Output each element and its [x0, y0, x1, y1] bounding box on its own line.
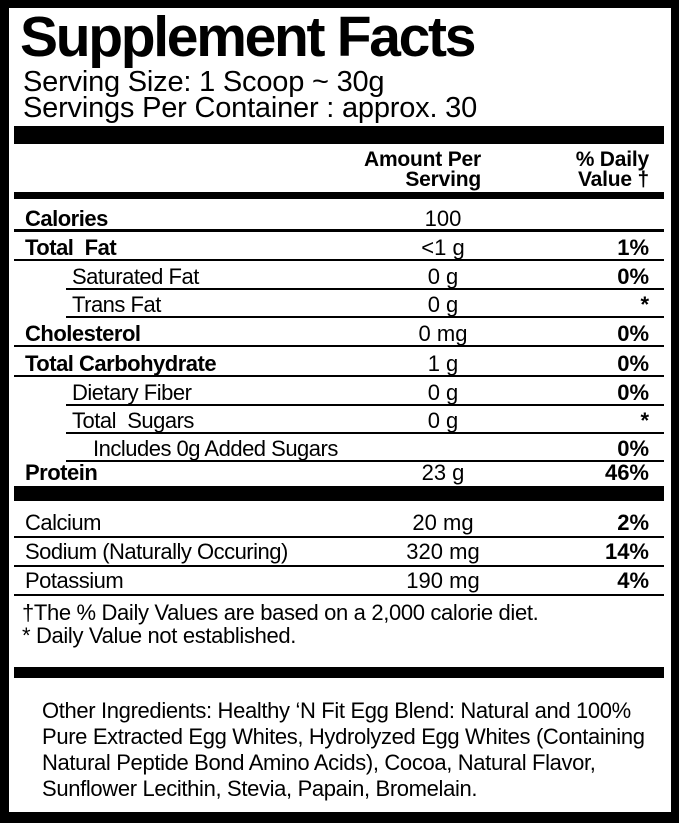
- nutrient-name: Protein: [25, 460, 98, 485]
- row-separator: [14, 259, 664, 261]
- row-separator: [66, 316, 664, 318]
- nutrient-name: Sodium (Naturally Occuring): [25, 539, 288, 564]
- nutrient-row: Protein 23 g 46%: [14, 460, 664, 486]
- nutrient-daily-value: 2%: [617, 510, 649, 535]
- footnote-line: †The % Daily Values are based on a 2,000…: [22, 600, 539, 625]
- nutrient-name: Trans Fat: [72, 292, 161, 317]
- mineral-rows: Calcium 20 mg 2% Sodium (Naturally Occuring…: [14, 501, 664, 596]
- divider-bar-header: [14, 192, 664, 199]
- nutrient-daily-value: 0%: [617, 321, 649, 346]
- footnote-line: * Daily Value not established.: [22, 623, 297, 648]
- nutrient-row: Trans Fat 0 g *: [14, 290, 664, 318]
- nutrient-daily-value: 14%: [604, 539, 649, 564]
- nutrient-daily-value: 0%: [617, 380, 649, 405]
- nutrient-rows: Calories 100 Total Fat <1 g 1% Saturated Fat 0…: [14, 199, 664, 486]
- divider-bar-ingredients: [14, 667, 664, 678]
- footnotes: †The % Daily Values are based on a 2,000…: [14, 596, 664, 647]
- nutrient-daily-value: 0%: [617, 351, 649, 376]
- other-ingredients: Other Ingredients: Healthy ‘N Fit Egg Bl…: [42, 698, 645, 801]
- divider-bar-protein: [14, 486, 664, 501]
- row-separator: [66, 432, 664, 434]
- nutrient-daily-value: 46%: [604, 460, 649, 485]
- nutrient-row: Dietary Fiber 0 g 0%: [14, 377, 664, 406]
- serving-size: Serving Size: 1 Scoop ~ 30g: [23, 66, 385, 98]
- nutrient-daily-value: 1%: [617, 235, 649, 260]
- nutrient-name: Cholesterol: [25, 321, 141, 346]
- nutrient-row: Includes 0g Added Sugars 0%: [14, 434, 664, 462]
- row-separator: [14, 345, 664, 347]
- nutrient-amount: 100: [424, 206, 462, 231]
- nutrient-name: Dietary Fiber: [72, 380, 192, 405]
- amount-per-serving-header: Amount Per Serving: [363, 148, 481, 191]
- row-separator: [14, 229, 664, 232]
- row-separator: [14, 536, 664, 538]
- servings-per-container: Servings Per Container : approx. 30: [23, 92, 478, 124]
- nutrient-amount: 320 mg: [406, 539, 480, 564]
- nutrient-row: Saturated Fat 0 g 0%: [14, 261, 664, 290]
- row-separator: [66, 460, 664, 462]
- nutrient-daily-value: *: [640, 292, 649, 317]
- nutrient-name: Calories: [25, 206, 108, 231]
- nutrient-amount: 0 g: [427, 408, 459, 433]
- nutrient-amount: 20 mg: [412, 510, 474, 535]
- label-title: Supplement Facts: [20, 8, 476, 69]
- nutrient-row: Potassium 190 mg 4%: [14, 567, 664, 596]
- nutrient-row: Total Sugars 0 g *: [14, 406, 664, 434]
- nutrient-name: Saturated Fat: [72, 264, 199, 289]
- nutrient-name: Calcium: [25, 510, 101, 535]
- nutrient-amount: <1 g: [421, 235, 465, 260]
- nutrient-row: Cholesterol 0 mg 0%: [14, 318, 664, 347]
- nutrient-daily-value: 0%: [617, 436, 649, 461]
- label-panel: Supplement Facts Serving Size: 1 Scoop ~…: [9, 8, 671, 812]
- percent-daily-value-header: % Daily Value †: [575, 148, 650, 191]
- facts-table: Calories 100 Total Fat <1 g 1% Saturated Fat 0…: [14, 199, 664, 802]
- nutrient-daily-value: 0%: [617, 264, 649, 289]
- nutrient-amount: 23 g: [421, 460, 465, 485]
- row-separator: [14, 375, 664, 377]
- nutrient-amount: 0 g: [427, 380, 459, 405]
- nutrient-name: Includes 0g Added Sugars: [93, 436, 338, 461]
- nutrient-name: Potassium: [25, 568, 124, 593]
- row-separator: [14, 565, 664, 567]
- nutrient-amount: 0 mg: [418, 321, 468, 346]
- nutrient-name: Total Fat: [25, 235, 117, 260]
- nutrient-row: Sodium (Naturally Occuring) 320 mg 14%: [14, 538, 664, 567]
- nutrient-amount: 190 mg: [406, 568, 480, 593]
- nutrient-daily-value: 4%: [617, 568, 649, 593]
- nutrient-row: Calories 100: [14, 199, 664, 232]
- nutrient-amount: 1 g: [427, 351, 459, 376]
- nutrient-amount: 0 g: [427, 264, 459, 289]
- nutrient-row: Calcium 20 mg 2%: [14, 501, 664, 538]
- nutrient-row: Total Fat <1 g 1%: [14, 232, 664, 261]
- row-separator: [66, 404, 664, 406]
- row-separator: [14, 594, 664, 596]
- nutrient-daily-value: *: [640, 408, 649, 433]
- divider-bar-top: [14, 126, 664, 144]
- nutrient-name: Total Carbohydrate: [25, 351, 217, 376]
- nutrient-amount: 0 g: [427, 292, 459, 317]
- nutrient-row: Total Carbohydrate 1 g 0%: [14, 347, 664, 377]
- nutrient-name: Total Sugars: [72, 408, 194, 433]
- row-separator: [66, 288, 664, 290]
